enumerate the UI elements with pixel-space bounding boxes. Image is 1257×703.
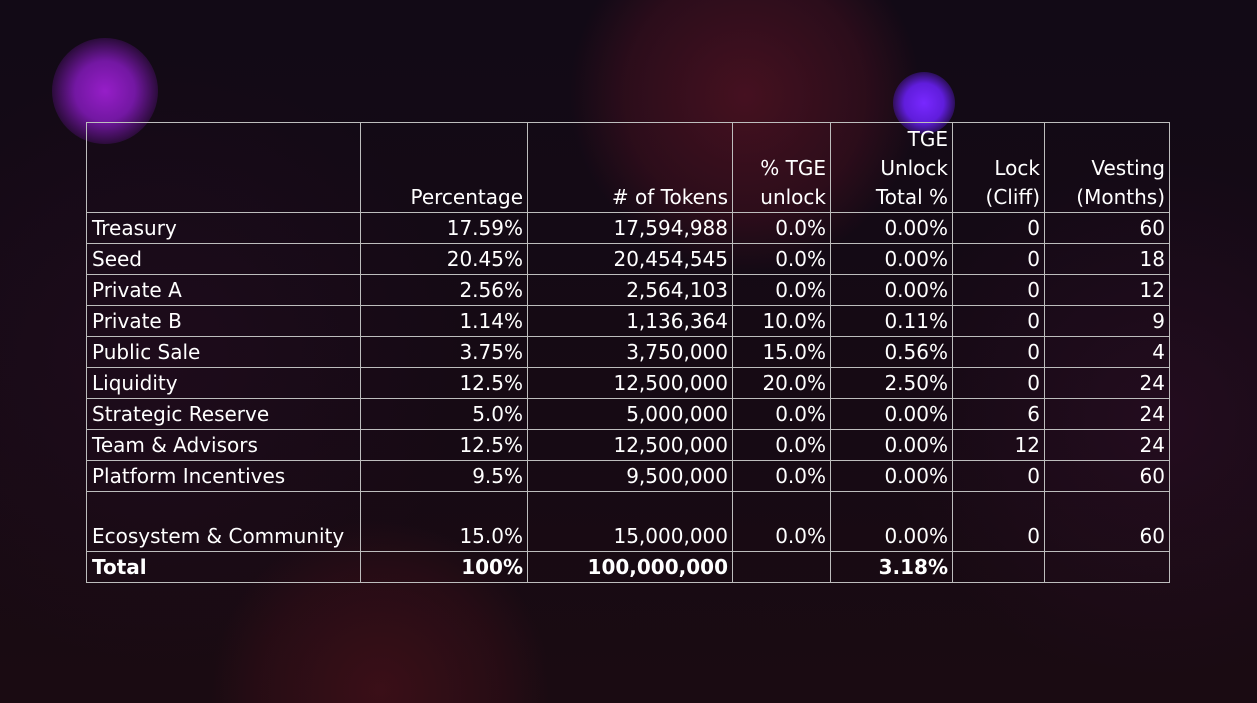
row-tge-unlock: 0.0% bbox=[732, 398, 831, 430]
row-tge-unlock-total: 0.00% bbox=[830, 243, 953, 275]
row-tge-unlock: 20.0% bbox=[732, 367, 831, 399]
row-tokens: 2,564,103 bbox=[527, 274, 733, 306]
row-tokens: 9,500,000 bbox=[527, 460, 733, 492]
row-name: Ecosystem & Community bbox=[86, 491, 361, 552]
header-percentage: Percentage bbox=[360, 122, 528, 213]
row-percentage: 9.5% bbox=[360, 460, 528, 492]
row-lock-cliff: 0 bbox=[952, 491, 1045, 552]
row-vesting: 18 bbox=[1044, 243, 1170, 275]
header-tge-unlock-total: TGE Unlock Total % bbox=[830, 122, 953, 213]
table-header-row: Percentage # of Tokens % TGE unlock TGE … bbox=[86, 122, 1170, 213]
row-name: Private A bbox=[86, 274, 361, 306]
row-tge-unlock: 0.0% bbox=[732, 460, 831, 492]
row-vesting: 60 bbox=[1044, 491, 1170, 552]
row-percentage: 2.56% bbox=[360, 274, 528, 306]
row-name: Platform Incentives bbox=[86, 460, 361, 492]
row-percentage: 12.5% bbox=[360, 367, 528, 399]
row-tge-unlock-total: 0.00% bbox=[830, 398, 953, 430]
row-vesting: 24 bbox=[1044, 398, 1170, 430]
table-row-seed: Seed 20.45% 20,454,545 0.0% 0.00% 0 18 bbox=[86, 243, 1170, 275]
row-percentage: 5.0% bbox=[360, 398, 528, 430]
header-tge-unlock: % TGE unlock bbox=[732, 122, 831, 213]
row-tge-unlock-total: 0.00% bbox=[830, 429, 953, 461]
table-row-public-sale: Public Sale 3.75% 3,750,000 15.0% 0.56% … bbox=[86, 336, 1170, 368]
table-row-private-b: Private B 1.14% 1,136,364 10.0% 0.11% 0 … bbox=[86, 305, 1170, 337]
row-name: Public Sale bbox=[86, 336, 361, 368]
row-percentage: 1.14% bbox=[360, 305, 528, 337]
row-name: Liquidity bbox=[86, 367, 361, 399]
row-lock-cliff: 0 bbox=[952, 212, 1045, 244]
row-vesting: 60 bbox=[1044, 460, 1170, 492]
row-tge-unlock-total: 2.50% bbox=[830, 367, 953, 399]
total-tge-unlock-total: 3.18% bbox=[830, 551, 953, 583]
row-tge-unlock: 0.0% bbox=[732, 274, 831, 306]
table-row-treasury: Treasury 17.59% 17,594,988 0.0% 0.00% 0 … bbox=[86, 212, 1170, 244]
row-percentage: 17.59% bbox=[360, 212, 528, 244]
row-name: Team & Advisors bbox=[86, 429, 361, 461]
token-allocation-table: Percentage # of Tokens % TGE unlock TGE … bbox=[86, 122, 1170, 583]
row-tge-unlock: 0.0% bbox=[732, 491, 831, 552]
row-tge-unlock: 0.0% bbox=[732, 429, 831, 461]
row-vesting: 4 bbox=[1044, 336, 1170, 368]
row-tge-unlock-total: 0.00% bbox=[830, 274, 953, 306]
row-tokens: 12,500,000 bbox=[527, 429, 733, 461]
header-vesting-months: Vesting (Months) bbox=[1044, 122, 1170, 213]
row-vesting: 60 bbox=[1044, 212, 1170, 244]
table-row-strategic-reserve: Strategic Reserve 5.0% 5,000,000 0.0% 0.… bbox=[86, 398, 1170, 430]
row-lock-cliff: 6 bbox=[952, 398, 1045, 430]
total-lock-cliff bbox=[952, 551, 1045, 583]
row-vesting: 12 bbox=[1044, 274, 1170, 306]
row-vesting: 24 bbox=[1044, 429, 1170, 461]
total-vesting bbox=[1044, 551, 1170, 583]
row-name: Strategic Reserve bbox=[86, 398, 361, 430]
row-tge-unlock-total: 0.00% bbox=[830, 460, 953, 492]
row-tokens: 5,000,000 bbox=[527, 398, 733, 430]
row-percentage: 12.5% bbox=[360, 429, 528, 461]
total-label: Total bbox=[86, 551, 361, 583]
total-tge-unlock bbox=[732, 551, 831, 583]
table-row-team-advisors: Team & Advisors 12.5% 12,500,000 0.0% 0.… bbox=[86, 429, 1170, 461]
table-row-private-a: Private A 2.56% 2,564,103 0.0% 0.00% 0 1… bbox=[86, 274, 1170, 306]
row-percentage: 20.45% bbox=[360, 243, 528, 275]
header-tokens: # of Tokens bbox=[527, 122, 733, 213]
row-lock-cliff: 0 bbox=[952, 305, 1045, 337]
row-tge-unlock-total: 0.11% bbox=[830, 305, 953, 337]
table-row-total: Total 100% 100,000,000 3.18% bbox=[86, 551, 1170, 583]
row-tokens: 15,000,000 bbox=[527, 491, 733, 552]
row-tge-unlock-total: 0.00% bbox=[830, 212, 953, 244]
table-row-ecosystem-community: Ecosystem & Community 15.0% 15,000,000 0… bbox=[86, 491, 1170, 552]
row-tge-unlock: 10.0% bbox=[732, 305, 831, 337]
row-lock-cliff: 0 bbox=[952, 274, 1045, 306]
row-name: Treasury bbox=[86, 212, 361, 244]
row-percentage: 15.0% bbox=[360, 491, 528, 552]
header-category bbox=[86, 122, 361, 213]
row-vesting: 24 bbox=[1044, 367, 1170, 399]
row-tge-unlock: 0.0% bbox=[732, 212, 831, 244]
row-tokens: 17,594,988 bbox=[527, 212, 733, 244]
table-row-liquidity: Liquidity 12.5% 12,500,000 20.0% 2.50% 0… bbox=[86, 367, 1170, 399]
row-name: Private B bbox=[86, 305, 361, 337]
row-tge-unlock-total: 0.00% bbox=[830, 491, 953, 552]
row-lock-cliff: 0 bbox=[952, 367, 1045, 399]
row-name: Seed bbox=[86, 243, 361, 275]
row-tokens: 12,500,000 bbox=[527, 367, 733, 399]
header-lock-cliff: Lock (Cliff) bbox=[952, 122, 1045, 213]
row-tokens: 1,136,364 bbox=[527, 305, 733, 337]
row-lock-cliff: 0 bbox=[952, 460, 1045, 492]
row-lock-cliff: 0 bbox=[952, 336, 1045, 368]
total-percentage: 100% bbox=[360, 551, 528, 583]
row-lock-cliff: 0 bbox=[952, 243, 1045, 275]
row-tokens: 3,750,000 bbox=[527, 336, 733, 368]
row-tokens: 20,454,545 bbox=[527, 243, 733, 275]
row-percentage: 3.75% bbox=[360, 336, 528, 368]
row-vesting: 9 bbox=[1044, 305, 1170, 337]
total-tokens: 100,000,000 bbox=[527, 551, 733, 583]
row-tge-unlock: 0.0% bbox=[732, 243, 831, 275]
row-lock-cliff: 12 bbox=[952, 429, 1045, 461]
row-tge-unlock-total: 0.56% bbox=[830, 336, 953, 368]
row-tge-unlock: 15.0% bbox=[732, 336, 831, 368]
table-row-platform-incentives: Platform Incentives 9.5% 9,500,000 0.0% … bbox=[86, 460, 1170, 492]
